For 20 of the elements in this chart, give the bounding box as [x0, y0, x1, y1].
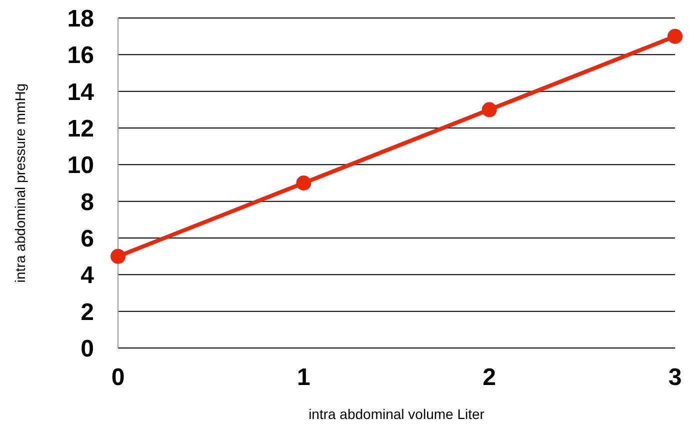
- x-tick-label: 1: [296, 364, 310, 392]
- y-axis-title: intra abdominal pressure mmHg: [12, 83, 28, 283]
- y-tick-label: 12: [67, 116, 94, 143]
- x-tick-label: 0: [111, 364, 125, 392]
- point: [296, 176, 312, 190]
- y-tick-label: 16: [67, 42, 94, 70]
- y-tick-label: 2: [80, 298, 94, 326]
- x-axis-title: intra abdominal volume Liter: [308, 406, 485, 422]
- point: [110, 248, 126, 264]
- y-tick-label: 6: [80, 226, 94, 253]
- point: [482, 102, 497, 118]
- y-tick-label: 4: [80, 262, 95, 290]
- y-tick-label: 8: [80, 188, 94, 216]
- point: [668, 28, 682, 44]
- y-tick-label: 14: [67, 78, 95, 106]
- y-tick-label: 0: [80, 336, 94, 363]
- y-tick-label: 10: [67, 152, 94, 180]
- y-tick-label: 18: [67, 6, 94, 33]
- x-tick-label: 3: [668, 364, 682, 392]
- x-tick-label: 2: [482, 364, 496, 392]
